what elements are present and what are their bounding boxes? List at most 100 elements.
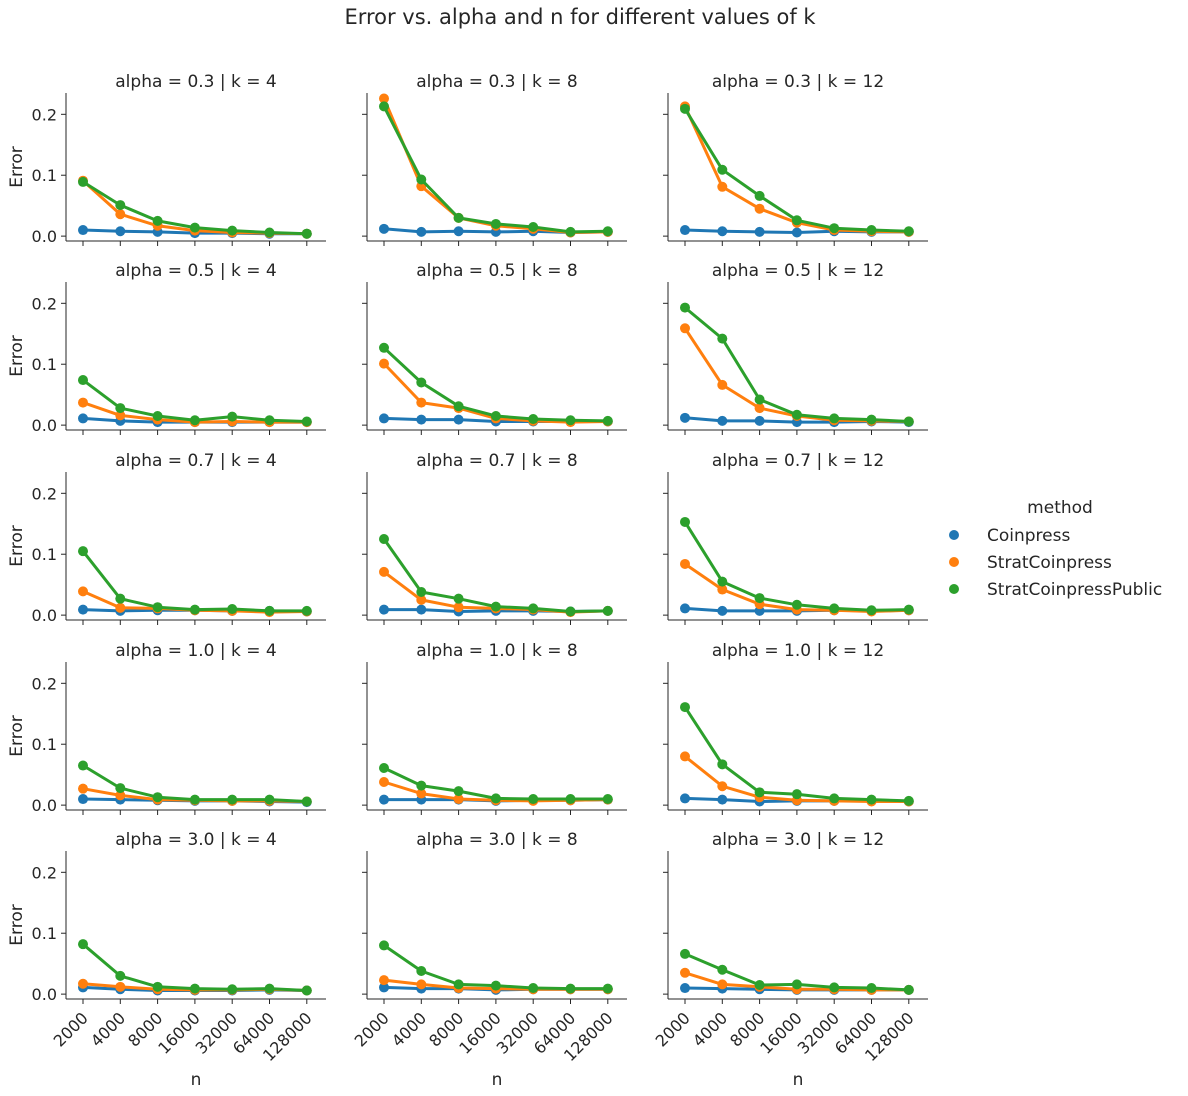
data-point [115,403,126,414]
data-point [791,599,802,610]
data-point [78,586,88,597]
series [680,702,914,806]
legend-label: StratCoinpressPublic [987,580,1162,600]
data-point [453,414,464,425]
data-point [115,783,126,794]
data-point [680,558,690,569]
y-tick-label: 0.0 [32,796,57,815]
data-point [189,604,200,615]
data-point [379,776,389,787]
data-point [453,979,464,990]
panel: alpha = 0.7 | k = 12 [663,451,928,625]
data-point [78,176,88,187]
data-point [416,604,427,615]
data-point [754,403,765,414]
panel: alpha = 0.7 | k = 8 [362,451,627,625]
data-point [602,983,613,994]
data-point [791,789,802,800]
data-point [680,967,690,978]
data-point [301,985,312,996]
data-point [453,794,464,805]
data-point [680,702,690,713]
legend-entry: StratCoinpress [949,553,1112,573]
data-point [453,226,464,237]
data-point [152,602,163,613]
series [680,516,914,616]
data-point [717,964,728,975]
data-point [903,416,914,427]
data-point [680,516,690,527]
data-point [717,759,728,770]
x-axis-label: n [492,1070,503,1090]
x-tick-label: 2000 [351,1008,393,1050]
data-point [379,982,389,993]
data-point [264,605,275,616]
data-point [717,226,728,237]
y-tick-label: 0.0 [32,416,57,435]
data-point [602,605,613,616]
series-line [382,97,608,234]
data-point [717,781,728,792]
data-point [78,978,88,989]
data-point [379,358,389,369]
panel: alpha = 0.5 | k = 8 [362,261,627,435]
data-point [264,227,275,238]
legend-marker [949,557,959,567]
y-tick-label: 0.1 [32,545,57,564]
data-point [115,410,126,421]
data-point [717,333,728,344]
data-point [115,209,126,220]
data-point [379,975,389,986]
legend-label: StratCoinpress [987,553,1112,573]
data-point [453,602,464,613]
data-point [453,212,464,223]
data-point [379,940,389,951]
y-tick-label: 0.0 [32,606,57,625]
data-point [829,793,840,804]
data-point [152,410,163,421]
data-point [416,788,427,799]
data-point [717,576,728,587]
data-point [565,983,576,994]
data-point [78,413,88,424]
data-point [717,794,728,805]
series [680,948,914,995]
data-point [754,787,765,798]
panel-title: alpha = 3.0 | k = 8 [416,830,577,850]
data-point [829,413,840,424]
data-point [379,794,389,805]
data-point [115,593,126,604]
data-point [680,603,690,614]
data-point [791,409,802,420]
y-axis-label: Error [7,904,27,945]
data-point [78,783,88,794]
data-point [680,412,690,423]
data-point [490,980,501,991]
y-tick-label: 0.2 [32,105,57,124]
data-point [78,397,88,408]
data-point [416,397,427,408]
data-point [78,225,88,236]
data-point [416,780,427,791]
legend-label: Coinpress [987,526,1070,546]
x-tick-label: 4000 [689,1008,731,1050]
data-point [189,983,200,994]
data-point [717,605,728,616]
series-line [382,105,608,234]
data-point [115,981,126,992]
data-point [115,602,126,613]
data-point [791,215,802,226]
data-point [754,979,765,990]
data-point [264,415,275,426]
series [78,546,312,616]
data-point [453,401,464,412]
panel-title: alpha = 0.5 | k = 4 [115,261,276,281]
data-point [791,979,802,990]
panel: alpha = 3.0 | k = 8200040008000160003200… [351,830,627,1090]
panel-title: alpha = 3.0 | k = 4 [115,830,276,850]
panel: alpha = 0.7 | k = 4 0.0 0.1 0.2 Error [7,451,326,625]
legend-marker [949,584,959,594]
data-point [78,604,88,615]
data-point [829,982,840,993]
data-point [115,790,126,801]
